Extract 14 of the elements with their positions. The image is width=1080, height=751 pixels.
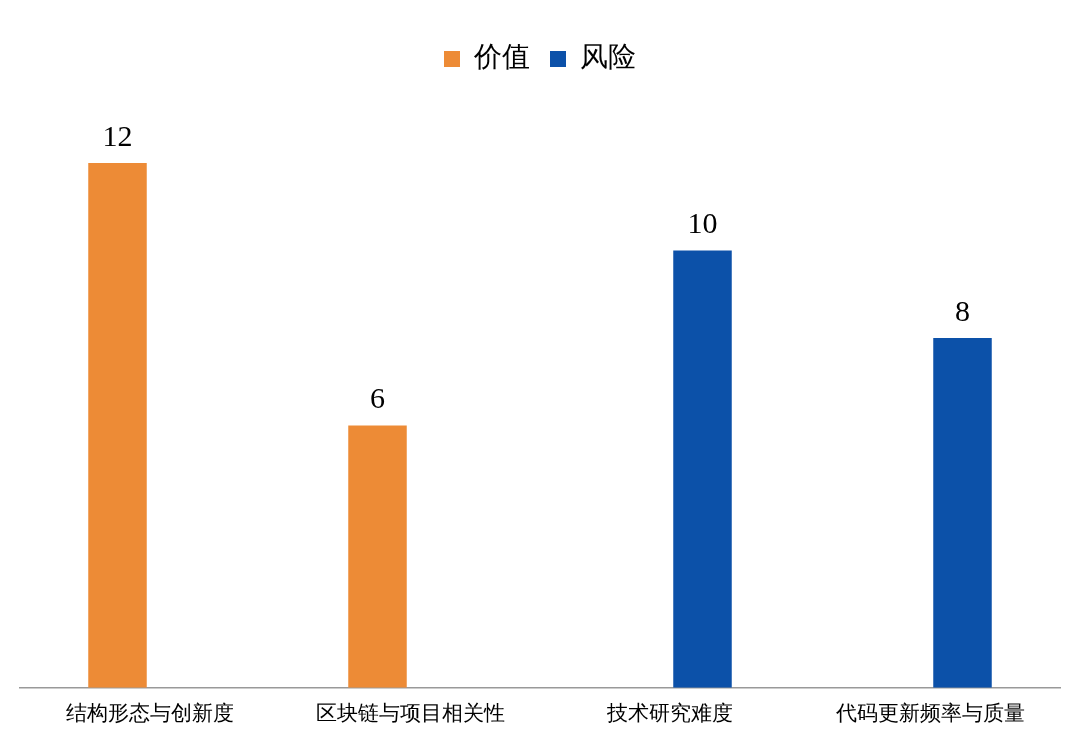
data-label: 6	[370, 381, 385, 415]
x-tick-label: 结构形态与创新度	[66, 700, 234, 725]
bar	[348, 425, 407, 688]
x-tick-label: 代码更新频率与质量	[834, 700, 1025, 725]
bar	[933, 337, 992, 688]
data-label: 8	[955, 293, 970, 327]
x-tick-label: 技术研究难度	[606, 700, 733, 725]
data-label: 10	[687, 206, 718, 240]
x-tick-label: 区块链与项目相关性	[315, 700, 505, 725]
legend-label: 价值	[473, 41, 530, 73]
data-label: 12	[102, 118, 133, 152]
bar	[88, 163, 147, 688]
bar	[673, 250, 732, 688]
legend-label: 风险	[580, 41, 636, 73]
